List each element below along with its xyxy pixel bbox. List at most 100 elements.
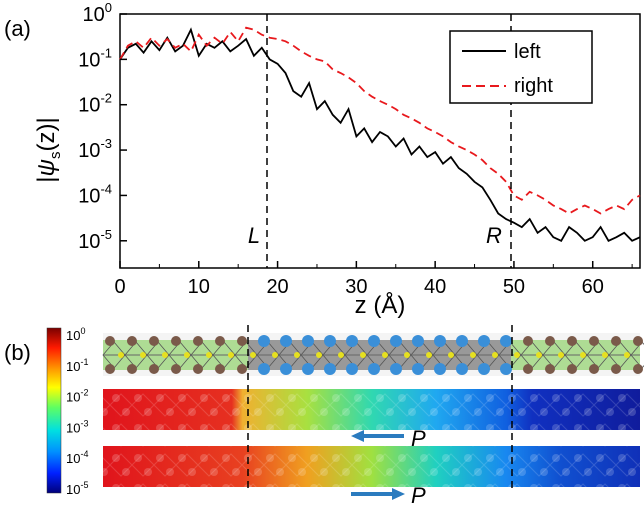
- atom-blue: [412, 363, 424, 375]
- arrow-1-label: P: [411, 426, 426, 451]
- y-tick-label: 100: [83, 0, 112, 26]
- x-axis-label: z (Å): [355, 291, 406, 319]
- atom-brown: [105, 336, 115, 346]
- colorbar-tick-label: 10-5: [66, 480, 88, 497]
- colorbar-tick-label: 10-2: [66, 388, 88, 405]
- atom-brown: [171, 364, 181, 374]
- colorbar-tick-label: 100: [66, 326, 85, 343]
- atom-yellow: [382, 352, 388, 358]
- atom-yellow: [338, 352, 344, 358]
- atom-blue: [258, 335, 270, 347]
- legend-label-right: right: [514, 75, 553, 97]
- x-tick-label: 40: [424, 276, 446, 298]
- colorbar-tick-label: 10-3: [66, 418, 88, 435]
- octahedron: [630, 341, 644, 369]
- atom-brown: [215, 364, 225, 374]
- x-tick-label: 0: [114, 276, 125, 298]
- atom-brown: [589, 336, 599, 346]
- atom-blue: [324, 363, 336, 375]
- atom-yellow: [316, 352, 322, 358]
- atom-yellow: [162, 352, 168, 358]
- atom-blue: [456, 363, 468, 375]
- atom-brown: [523, 364, 533, 374]
- atom-yellow: [580, 352, 586, 358]
- atom-blue: [302, 363, 314, 375]
- svg-text:|ψs(z)|: |ψs(z)|: [33, 117, 64, 182]
- y-ticks: 100 10-1 10-2 10-3 10-4 10-5: [78, 0, 127, 253]
- atom-brown: [215, 336, 225, 346]
- colorbar: 100 10-1 10-2 10-3 10-4 10-5: [46, 326, 88, 497]
- colorbar-tick-label: 10-4: [66, 449, 88, 466]
- plot-frame: [119, 13, 641, 269]
- atom-blue: [280, 335, 292, 347]
- atom-brown: [237, 336, 247, 346]
- atom-blue: [500, 335, 512, 347]
- atomic-structure: [102, 333, 644, 376]
- atom-brown: [127, 336, 137, 346]
- atom-yellow: [228, 352, 234, 358]
- colorbar-ticks: 100 10-1 10-2 10-3 10-4 10-5: [66, 326, 88, 497]
- atom-yellow: [470, 352, 476, 358]
- annotation-L: L: [248, 223, 260, 248]
- atom-blue: [302, 335, 314, 347]
- atom-yellow: [448, 352, 454, 358]
- legend: left right: [449, 30, 593, 104]
- atom-brown: [171, 336, 181, 346]
- atom-brown: [545, 336, 555, 346]
- atom-yellow: [206, 352, 212, 358]
- series-layer: [119, 26, 641, 242]
- atom-blue: [456, 335, 468, 347]
- polarization-arrow-2: P: [351, 483, 426, 506]
- atom-brown: [589, 364, 599, 374]
- arrow-1-head: [351, 430, 364, 442]
- legend-box: [449, 30, 593, 104]
- atom-brown: [545, 364, 555, 374]
- atom-brown: [193, 364, 203, 374]
- atom-yellow: [558, 352, 564, 358]
- atom-brown: [105, 364, 115, 374]
- atom-brown: [149, 336, 159, 346]
- atom-blue: [280, 363, 292, 375]
- panel-b-tag: (b): [4, 340, 31, 365]
- y-tick-label: 10-5: [78, 227, 112, 253]
- atom-yellow: [514, 352, 520, 358]
- atom-blue: [434, 363, 446, 375]
- x-tick-label: 10: [188, 276, 210, 298]
- polarization-arrow-1: P: [351, 426, 426, 451]
- panel-a-tag: (a): [4, 16, 31, 41]
- atoms: [105, 335, 643, 375]
- atom-yellow: [118, 352, 124, 358]
- series-line-right: [119, 26, 641, 215]
- x-ticks: 0 10 20 30 40 50 60: [114, 261, 633, 298]
- y-tick-label: 10-4: [78, 181, 112, 207]
- atom-yellow: [404, 352, 410, 358]
- atom-brown: [611, 364, 621, 374]
- x-tick-label: 20: [266, 276, 288, 298]
- atom-blue: [346, 363, 358, 375]
- x-tick-label: 50: [503, 276, 525, 298]
- density-map-1: [103, 389, 640, 430]
- legend-label-left: left: [514, 41, 541, 63]
- arrow-2-head: [392, 488, 405, 500]
- atom-brown: [127, 364, 137, 374]
- atom-yellow: [272, 352, 278, 358]
- atom-yellow: [360, 352, 366, 358]
- atom-yellow: [492, 352, 498, 358]
- y-tick-label: 10-3: [78, 136, 112, 162]
- y-tick-label: 10-1: [78, 45, 112, 71]
- atom-blue: [412, 335, 424, 347]
- x-tick-label: 30: [345, 276, 367, 298]
- atom-yellow: [624, 352, 630, 358]
- atom-blue: [368, 363, 380, 375]
- atom-blue: [390, 335, 402, 347]
- atom-blue: [368, 335, 380, 347]
- atom-blue: [478, 335, 490, 347]
- atom-blue: [324, 335, 336, 347]
- series-line-left: [119, 27, 641, 242]
- atom-brown: [567, 364, 577, 374]
- atom-brown: [149, 364, 159, 374]
- atom-yellow: [184, 352, 190, 358]
- atom-brown: [633, 364, 643, 374]
